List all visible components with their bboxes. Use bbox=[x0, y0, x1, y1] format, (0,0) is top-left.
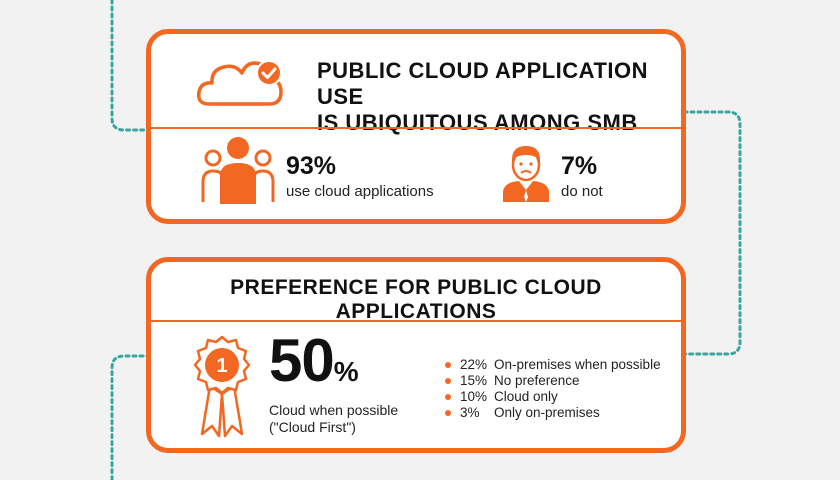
item-pct: 15% bbox=[460, 373, 488, 388]
cloud-preference-card: PREFERENCE FOR PUBLIC CLOUD APPLICATIONS… bbox=[146, 257, 686, 453]
main-label: Cloud when possible ("Cloud First") bbox=[269, 402, 398, 436]
list-item: 10% Cloud only bbox=[445, 389, 661, 405]
bullet-dot bbox=[445, 378, 451, 384]
main-value: 50% bbox=[269, 326, 359, 407]
main-value-unit: % bbox=[333, 356, 359, 387]
list-item: 3% Only on-premises bbox=[445, 405, 661, 421]
main-label-line1: Cloud when possible bbox=[269, 402, 399, 418]
stat-93-label: use cloud applications bbox=[286, 183, 434, 200]
main-value-number: 50 bbox=[269, 327, 335, 394]
item-label: No preference bbox=[494, 373, 580, 388]
connector-bottom-left bbox=[110, 354, 152, 480]
item-pct: 22% bbox=[460, 357, 488, 372]
list-item: 22% On-premises when possible bbox=[445, 357, 661, 373]
cloud-usage-card: PUBLIC CLOUD APPLICATION USE IS UBIQUITO… bbox=[146, 29, 686, 224]
item-pct: 10% bbox=[460, 389, 488, 404]
bullet-dot bbox=[445, 362, 451, 368]
first-place-ribbon-icon: 1 bbox=[193, 335, 251, 438]
section1-divider bbox=[151, 127, 681, 129]
main-label-line2: ("Cloud First") bbox=[269, 419, 356, 435]
connector-right bbox=[682, 110, 742, 356]
item-label: Cloud only bbox=[494, 389, 558, 404]
section1-title: PUBLIC CLOUD APPLICATION USE IS UBIQUITO… bbox=[317, 58, 657, 136]
item-pct: 3% bbox=[460, 405, 480, 420]
stat-7-value: 7% bbox=[561, 152, 598, 180]
item-label: On-premises when possible bbox=[494, 357, 661, 372]
sad-person-icon bbox=[503, 146, 549, 202]
stat-93-value: 93% bbox=[286, 152, 337, 180]
section1-title-line1: PUBLIC CLOUD APPLICATION USE bbox=[317, 58, 648, 109]
bullet-dot bbox=[445, 394, 451, 400]
connector-top-left bbox=[110, 0, 152, 132]
section2-divider bbox=[151, 320, 681, 322]
cloud-check-icon bbox=[196, 60, 283, 106]
section2-title: PREFERENCE FOR PUBLIC CLOUD APPLICATIONS bbox=[230, 276, 602, 323]
stat-7-label: do not bbox=[561, 183, 603, 200]
list-item: 15% No preference bbox=[445, 373, 661, 389]
bullet-dot bbox=[445, 410, 451, 416]
ribbon-number: 1 bbox=[216, 355, 227, 377]
item-label: Only on-premises bbox=[494, 405, 600, 420]
people-group-icon bbox=[201, 137, 275, 204]
preference-list: 22% On-premises when possible 15% No prefe… bbox=[445, 357, 661, 421]
section1-title-line2: IS UBIQUITOUS AMONG SMB bbox=[317, 110, 638, 135]
